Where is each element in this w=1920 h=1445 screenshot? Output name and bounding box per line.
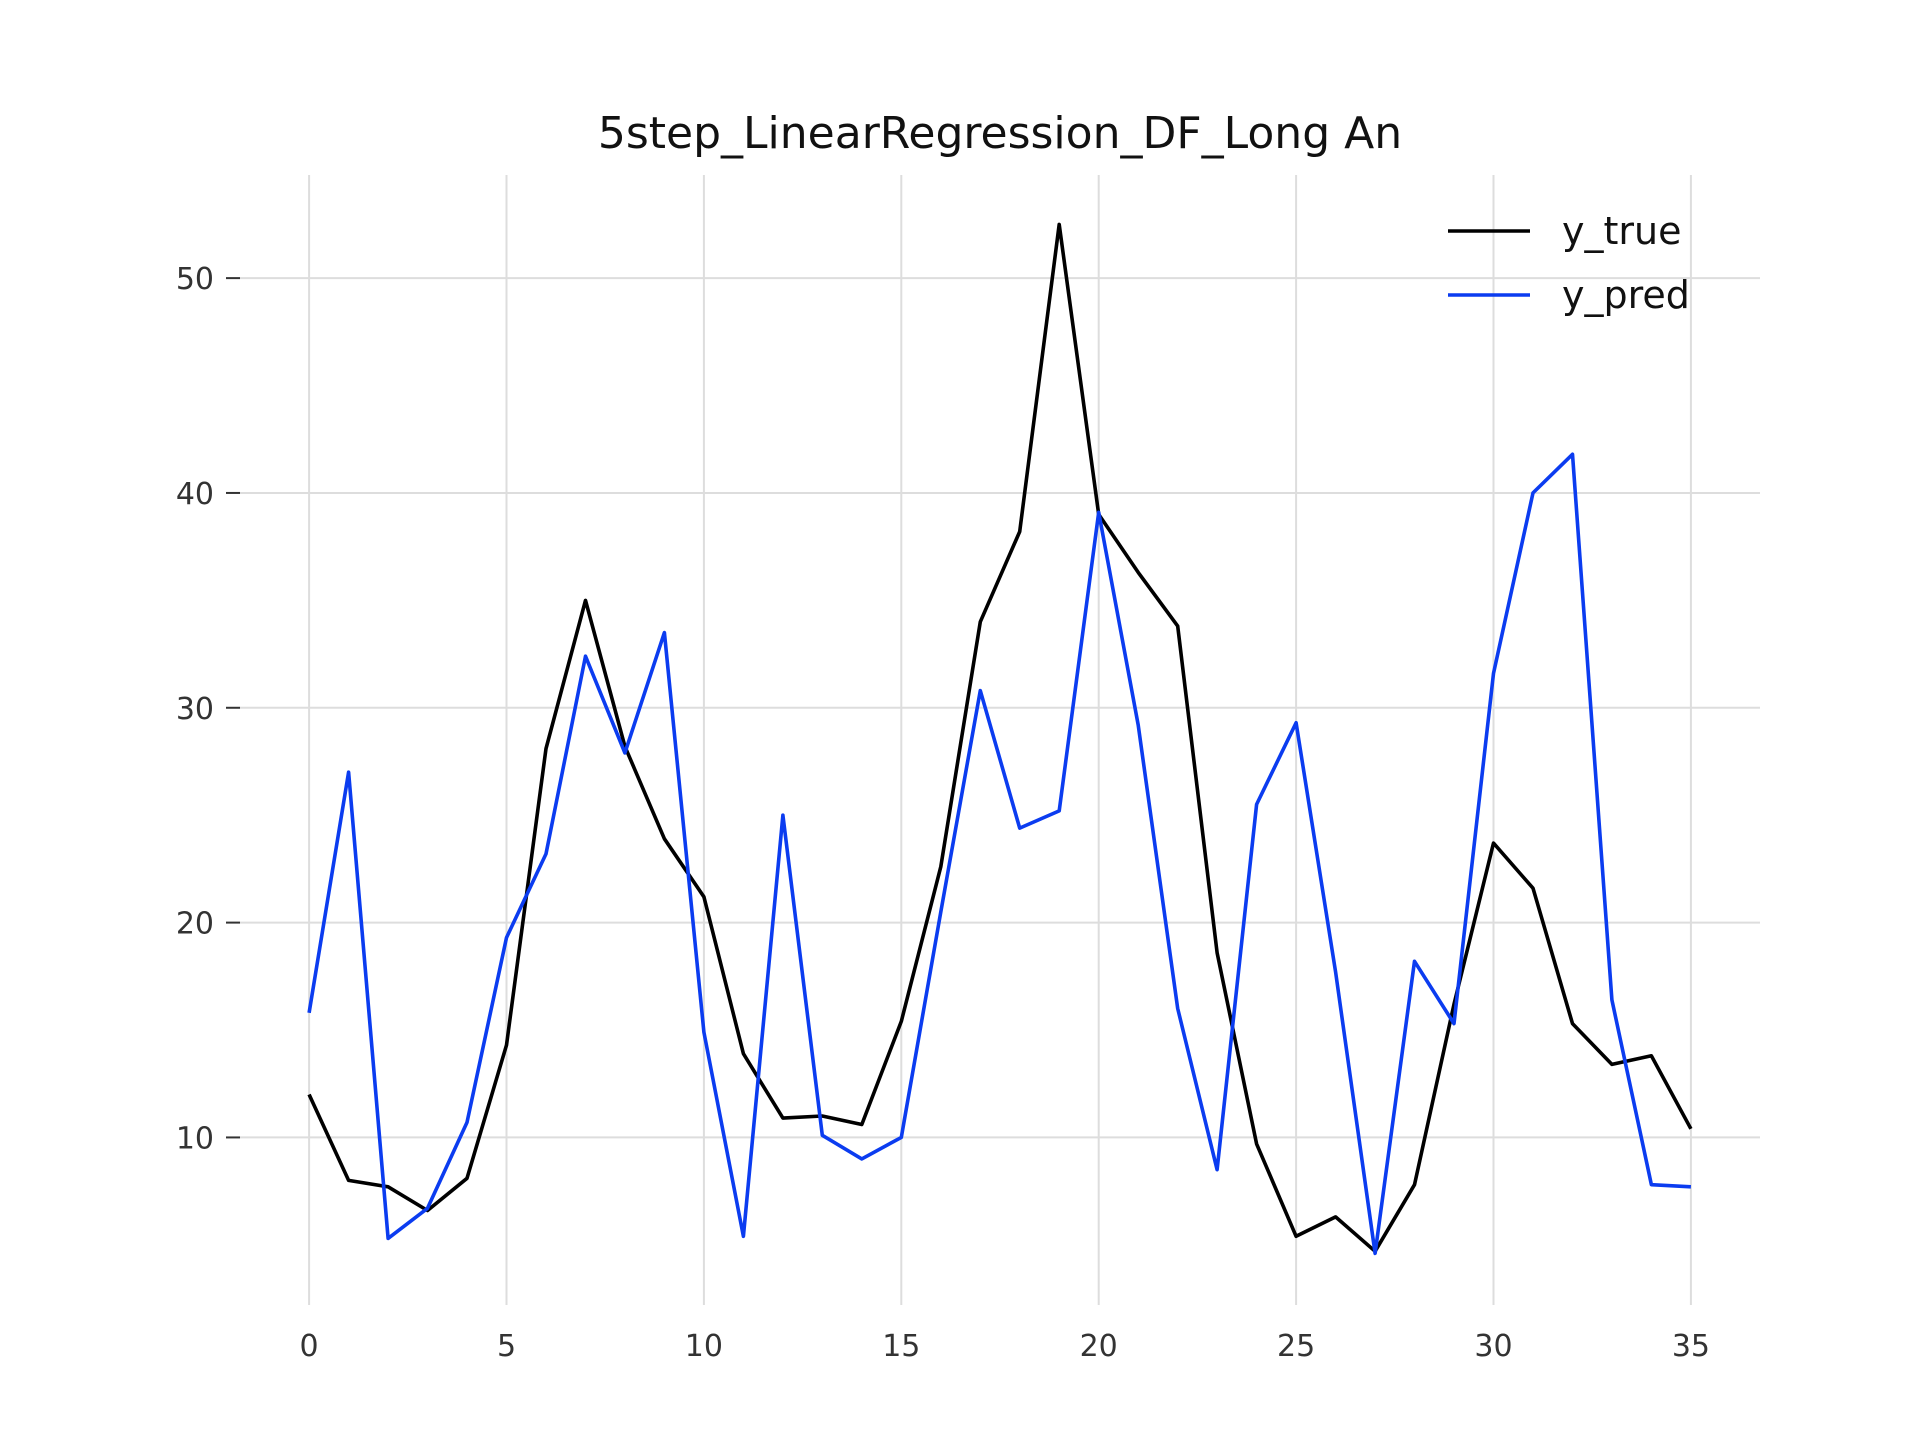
series-layer — [309, 224, 1691, 1253]
x-tick-label: 30 — [1474, 1329, 1512, 1364]
y-tick-label: 50 — [176, 262, 214, 297]
y-tick-label: 30 — [176, 692, 214, 727]
y-tick-label: 40 — [176, 477, 214, 512]
legend-label-y-pred: y_pred — [1562, 273, 1690, 317]
series-line-y-true — [309, 224, 1691, 1251]
x-tick-label: 35 — [1672, 1329, 1710, 1364]
chart-title: 5step_LinearRegression_DF_Long An — [598, 108, 1402, 159]
x-tick-label: 5 — [497, 1329, 516, 1364]
legend: y_true y_pred — [1448, 209, 1690, 317]
x-tick-label: 20 — [1080, 1329, 1118, 1364]
y-tick-label: 20 — [176, 907, 214, 942]
grid-layer — [240, 175, 1760, 1305]
x-tick-label: 10 — [685, 1329, 723, 1364]
legend-label-y-true: y_true — [1562, 209, 1681, 253]
x-tick-label: 15 — [882, 1329, 920, 1364]
x-tick-label: 25 — [1277, 1329, 1315, 1364]
y-tick-label: 10 — [176, 1121, 214, 1156]
x-tick-label: 0 — [300, 1329, 319, 1364]
